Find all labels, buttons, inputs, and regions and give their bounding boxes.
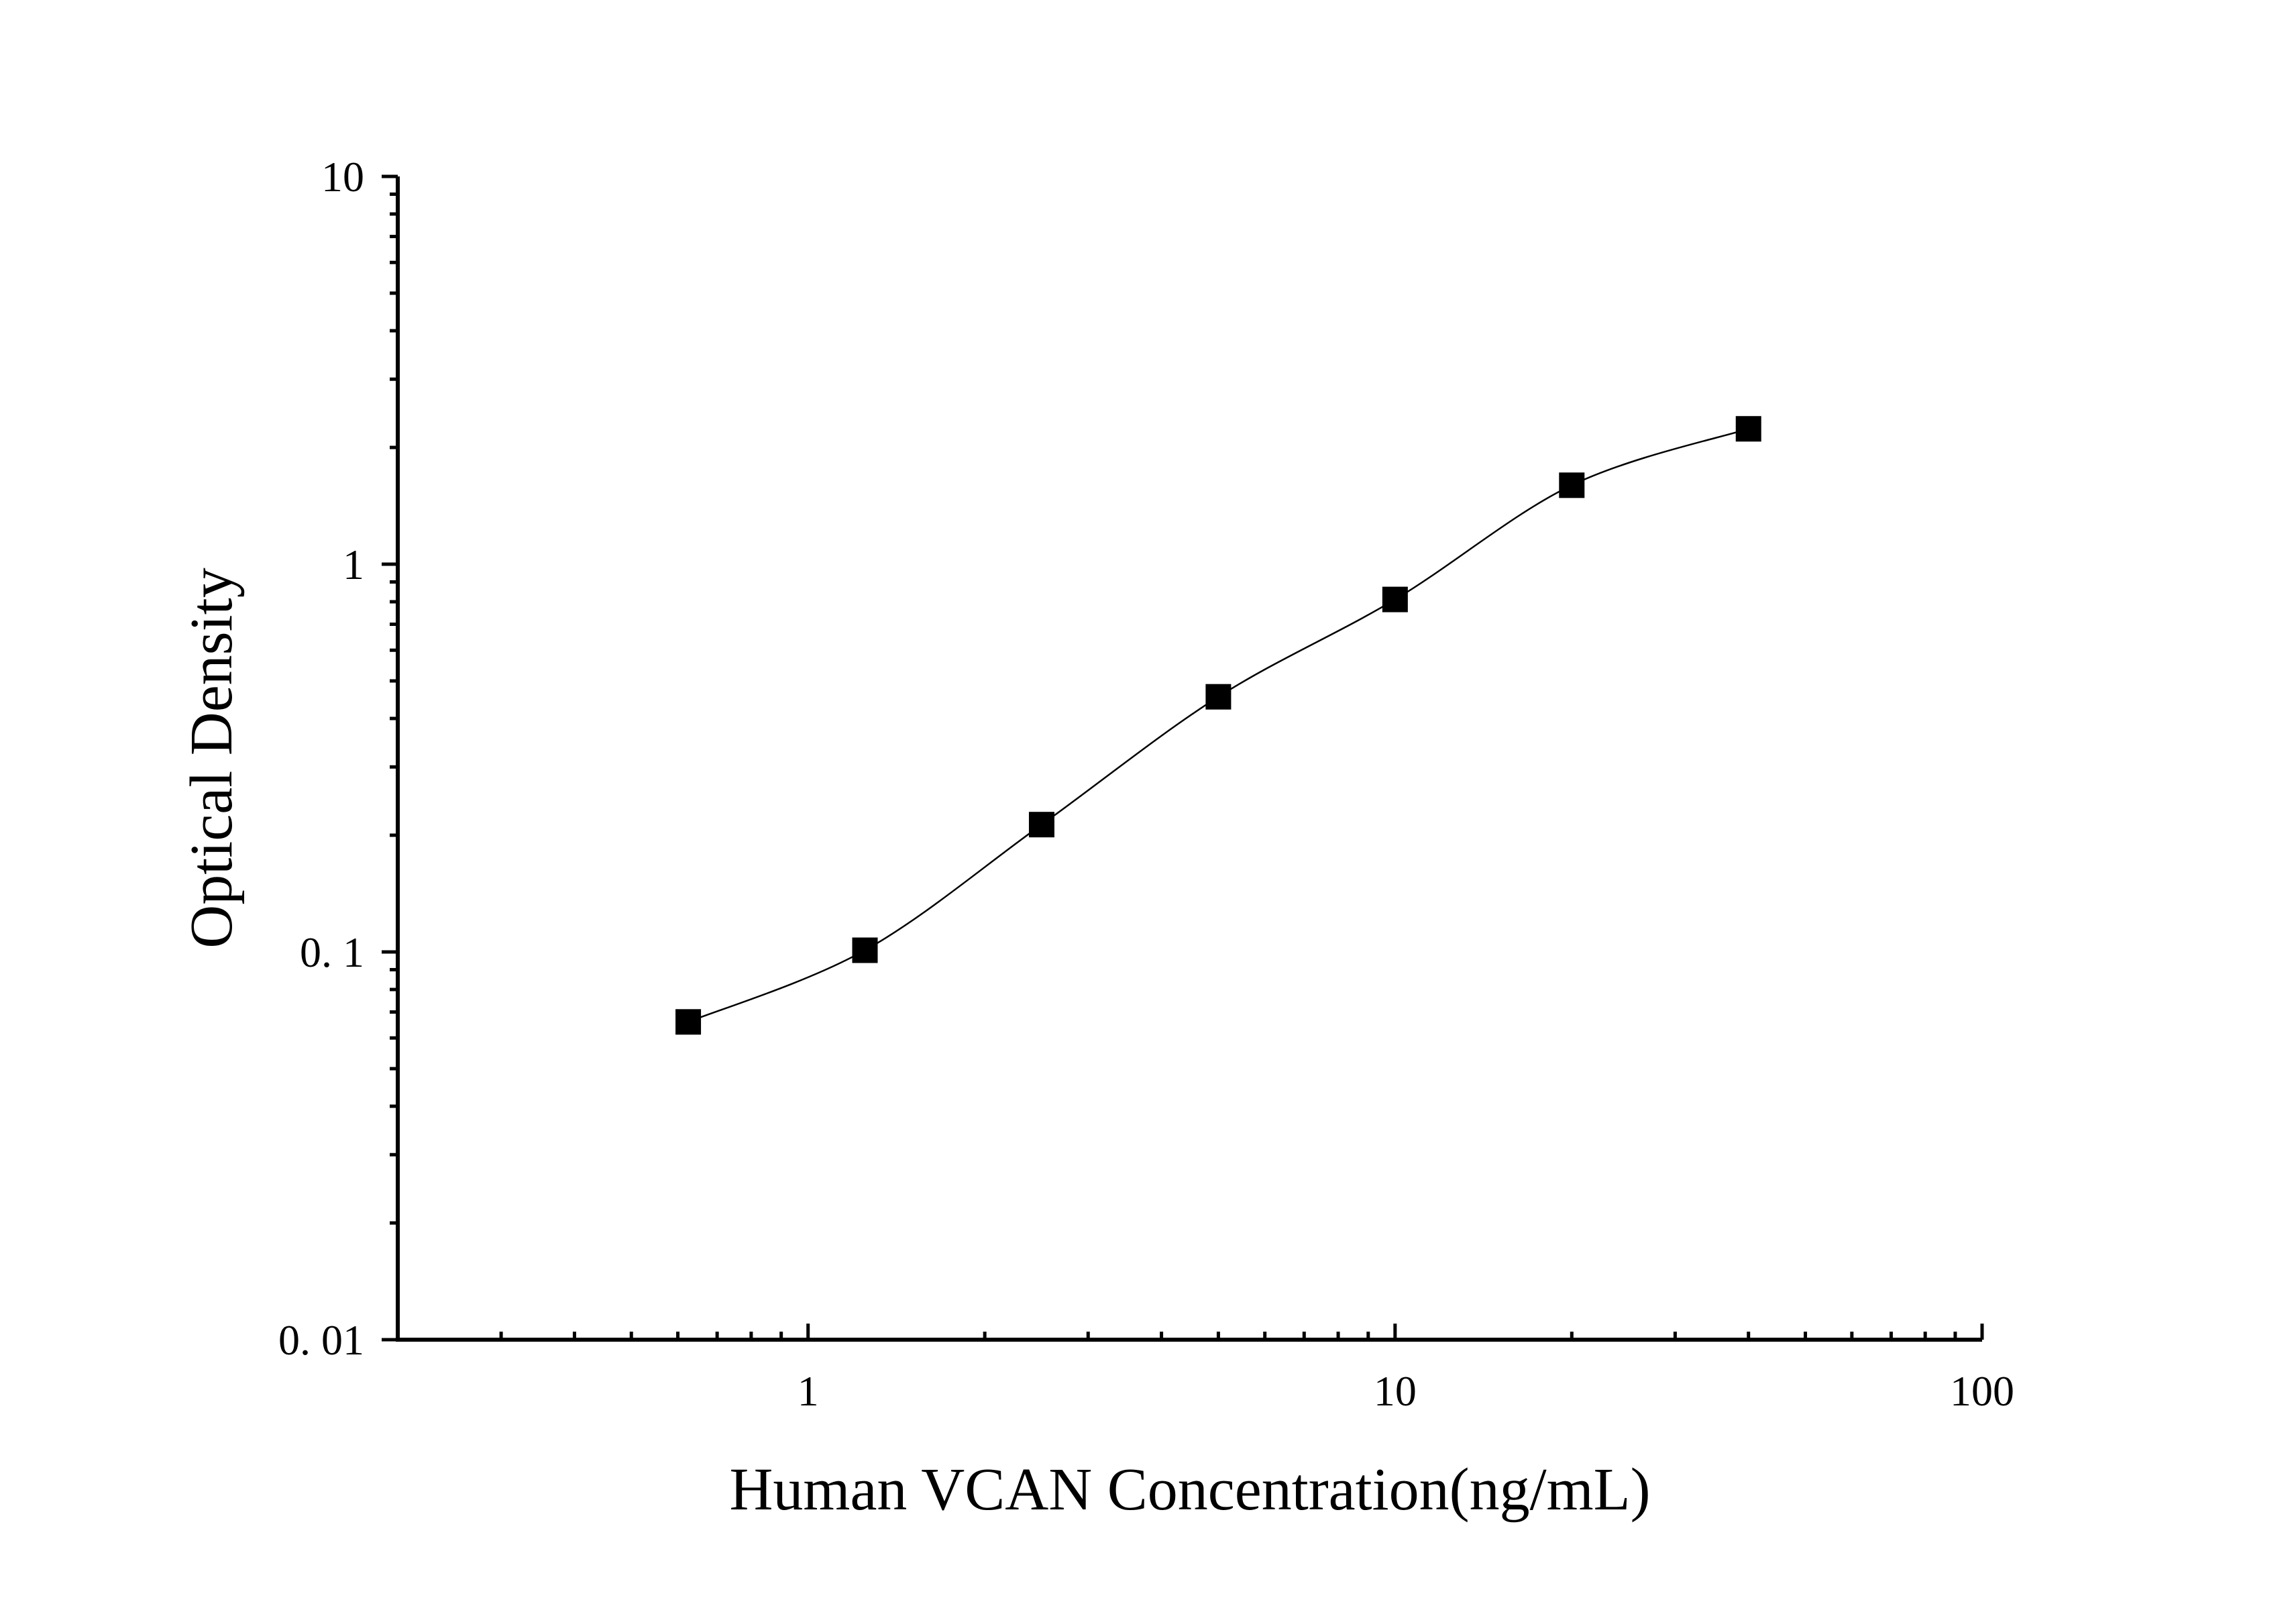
- major-ticks: [382, 174, 1984, 1342]
- data-point: [675, 1009, 702, 1035]
- data-point: [852, 937, 878, 963]
- data-point: [1205, 684, 1232, 710]
- data-point: [1735, 416, 1761, 442]
- data-point: [1028, 812, 1054, 838]
- fit-curve: [688, 428, 1749, 1023]
- x-tick-label: 10: [1374, 1367, 1417, 1415]
- x-tick-label: 1: [798, 1367, 819, 1415]
- minor-ticks: [390, 192, 1957, 1340]
- data-point: [1382, 586, 1408, 612]
- data-points: [675, 416, 1761, 1035]
- data-point: [1559, 472, 1585, 498]
- tick-labels: 1 10 100 0. 01 0. 1 1 10: [278, 153, 2014, 1415]
- y-tick-label: 10: [321, 153, 364, 201]
- y-tick-label: 1: [343, 541, 364, 588]
- x-tick-label: 100: [1950, 1367, 2014, 1415]
- y-axis-title: Optical Density: [178, 568, 245, 948]
- y-tick-label: 0. 1: [300, 928, 364, 976]
- x-axis-title: Human VCAN Concentration(ng/mL): [729, 1456, 1650, 1523]
- axis-frame: [396, 176, 1982, 1342]
- y-tick-label: 0. 01: [278, 1316, 364, 1364]
